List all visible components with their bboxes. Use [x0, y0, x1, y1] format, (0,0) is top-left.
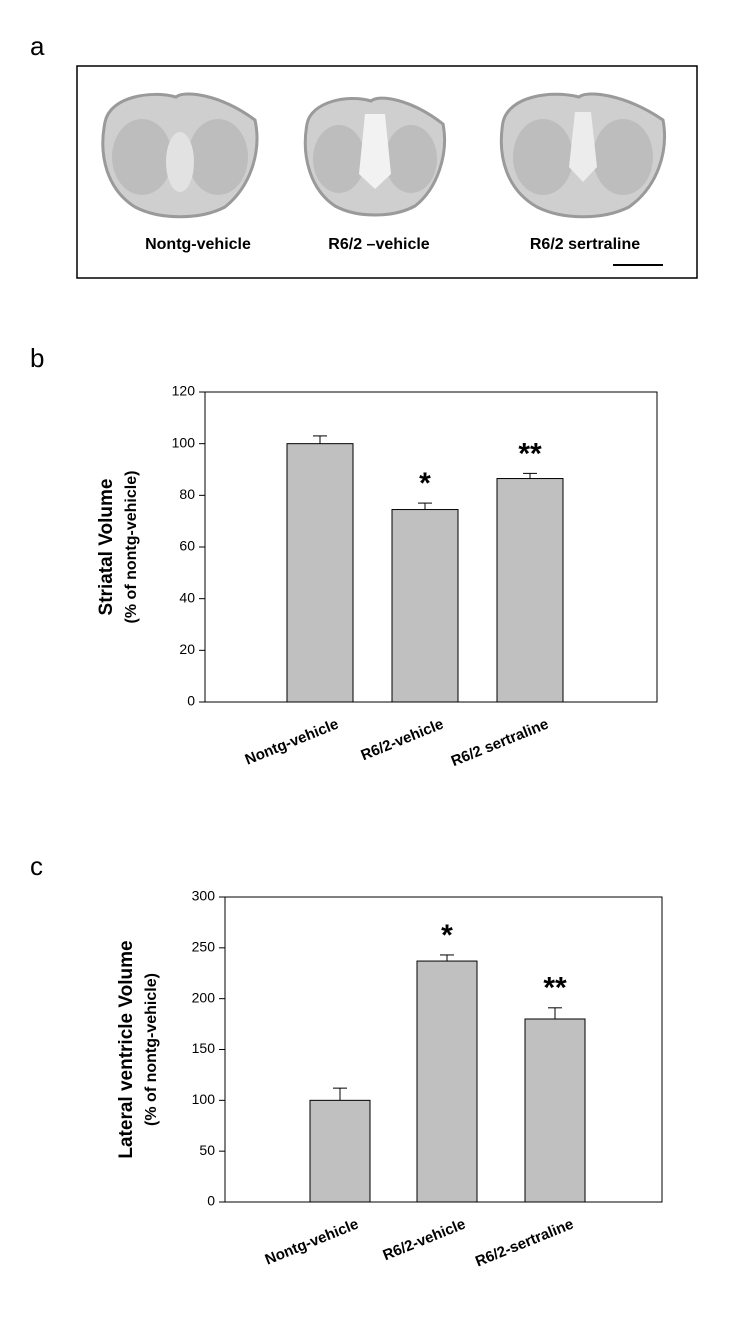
caption: R6/2 –vehicle [328, 236, 430, 253]
significance: * [441, 919, 453, 952]
significance: ** [518, 437, 542, 470]
y-tick-label: 0 [187, 693, 195, 709]
bar [286, 443, 354, 703]
y-axis-label: Striatal Volume [96, 479, 117, 616]
y-tick-label: 150 [192, 1040, 216, 1056]
brain-sections [101, 92, 666, 219]
bar [391, 509, 459, 703]
significance: ** [543, 972, 567, 1005]
y-tick-label: 50 [199, 1142, 215, 1158]
y-tick-label: 80 [179, 486, 195, 502]
caption: R6/2 sertraline [530, 236, 640, 253]
y-tick-label: 250 [192, 939, 216, 955]
y-tick-label: 60 [179, 538, 195, 554]
bar [524, 1018, 586, 1203]
x-tick-label: Nontg-vehicle [243, 716, 341, 769]
x-tick-label: R6/2-sertraline [473, 1216, 576, 1271]
y-tick-label: 300 [192, 888, 216, 904]
y-tick-label: 200 [192, 989, 216, 1005]
y-tick-label: 100 [192, 1091, 216, 1107]
panel-letter: b [30, 343, 44, 373]
bar [416, 960, 478, 1203]
bar [309, 1099, 371, 1203]
y-tick-label: 20 [179, 641, 195, 657]
y-tick-label: 100 [172, 434, 196, 450]
bar [496, 478, 564, 703]
x-tick-label: R6/2-vehicle [380, 1216, 468, 1265]
y-tick-label: 0 [207, 1193, 215, 1209]
x-tick-label: R6/2 sertraline [449, 716, 551, 770]
significance: * [419, 467, 431, 500]
caption: Nontg-vehicle [145, 236, 251, 253]
y-axis-label: (% of nontg-vehicle) [123, 471, 140, 624]
y-tick-label: 120 [172, 383, 196, 399]
y-axis-label: (% of nontg-vehicle) [143, 973, 160, 1126]
x-tick-label: Nontg-vehicle [263, 1216, 361, 1269]
x-tick-label: R6/2-vehicle [358, 716, 446, 765]
y-axis-label: Lateral ventricle Volume [116, 940, 137, 1158]
image-frame [76, 65, 698, 279]
panel-letter: a [30, 31, 45, 61]
panel-letter: c [30, 851, 43, 881]
y-tick-label: 40 [179, 589, 195, 605]
